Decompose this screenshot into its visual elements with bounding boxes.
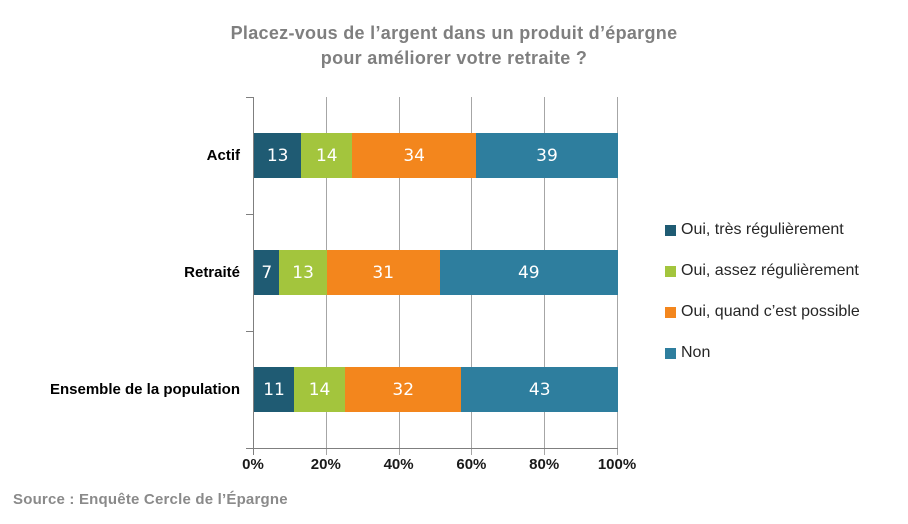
legend: Oui, très régulièrement Oui, assez réguli… <box>665 221 860 385</box>
y-axis-tick <box>246 331 253 332</box>
bar-value-label: 13 <box>266 145 289 166</box>
bar-value-label: 49 <box>517 262 540 283</box>
source-text: Source : Enquête Cercle de l’Épargne <box>13 491 288 508</box>
y-axis-line <box>253 97 254 455</box>
bar-segment-oui-tres-regulierement: 11 <box>254 367 295 412</box>
x-axis-tick-label: 40% <box>383 456 414 473</box>
bar-row-retraite: 7 13 31 49 <box>254 250 618 295</box>
category-labels: Actif Retraité Ensemble de la population <box>0 97 240 448</box>
legend-label: Oui, assez régulièrement <box>681 262 859 279</box>
bar-segment-non: 49 <box>439 250 618 295</box>
bar-value-label: 31 <box>372 262 395 283</box>
legend-label: Non <box>681 344 711 361</box>
y-axis-tick <box>246 97 253 98</box>
bar-segment-oui-tres-regulierement: 7 <box>254 250 280 295</box>
legend-label: Oui, très régulièrement <box>681 221 844 238</box>
legend-swatch-icon <box>665 224 676 236</box>
bar-segment-non: 39 <box>476 133 618 178</box>
bar-row-actif: 13 14 34 39 <box>254 133 618 178</box>
bar-segment-oui-quand-cest-possible: 31 <box>326 250 440 295</box>
x-axis-tick-label: 20% <box>310 456 341 473</box>
x-axis-tick-label: 0% <box>242 456 264 473</box>
y-axis-tick <box>246 214 253 215</box>
x-axis-line <box>246 448 618 449</box>
category-label-retraite: Retraité <box>184 264 240 281</box>
x-axis-labels: 0% 20% 40% 60% 80% 100% <box>242 456 636 476</box>
legend-item-oui-assez-regulierement: Oui, assez régulièrement <box>665 262 860 280</box>
bar-value-label: 34 <box>403 145 425 166</box>
x-axis-tick-label: 60% <box>456 456 487 473</box>
bar-value-label: 7 <box>261 262 273 283</box>
bar-segment-oui-assez-regulierement: 14 <box>294 367 345 412</box>
legend-swatch-icon <box>665 306 676 318</box>
bar-row-ensemble-de-la-population: 11 14 32 43 <box>254 367 618 412</box>
bar-value-label: 32 <box>392 379 415 400</box>
bar-value-label: 14 <box>308 379 331 400</box>
bar-segment-oui-tres-regulierement: 13 <box>254 133 302 178</box>
category-label-actif: Actif <box>206 147 240 164</box>
legend-item-oui-tres-regulierement: Oui, très régulièrement <box>665 221 860 239</box>
legend-item-non: Non <box>665 344 860 362</box>
bar-segment-non: 43 <box>461 367 618 412</box>
chart-title-line-1: Placez-vous de l’argent dans un produit … <box>230 23 678 43</box>
category-label-ensemble-de-la-population: Ensemble de la population <box>49 381 240 398</box>
bar-segment-oui-quand-cest-possible: 32 <box>344 367 462 412</box>
y-axis-tick <box>246 448 253 449</box>
bar-value-label: 13 <box>292 262 314 283</box>
bar-segment-oui-assez-regulierement: 14 <box>301 133 353 178</box>
chart-title: Placez-vous de l’argent dans un produit … <box>0 21 908 71</box>
plot-area: 13 14 34 39 7 13 31 49 11 14 32 43 <box>246 97 618 455</box>
bar-segment-oui-assez-regulierement: 13 <box>279 250 327 295</box>
legend-swatch-icon <box>665 347 676 359</box>
bar-value-label: 11 <box>263 379 285 400</box>
bar-value-label: 43 <box>528 379 551 400</box>
legend-item-oui-quand-cest-possible: Oui, quand c’est possible <box>665 303 860 321</box>
chart-title-line-2: pour améliorer votre retraite ? <box>320 48 588 68</box>
bar-segment-oui-quand-cest-possible: 34 <box>352 133 477 178</box>
bar-value-label: 39 <box>536 145 558 166</box>
legend-label: Oui, quand c’est possible <box>681 303 860 320</box>
x-axis-tick-label: 80% <box>529 456 560 473</box>
legend-swatch-icon <box>665 265 676 277</box>
bar-value-label: 14 <box>315 145 338 166</box>
x-axis-tick-label: 100% <box>597 456 637 473</box>
